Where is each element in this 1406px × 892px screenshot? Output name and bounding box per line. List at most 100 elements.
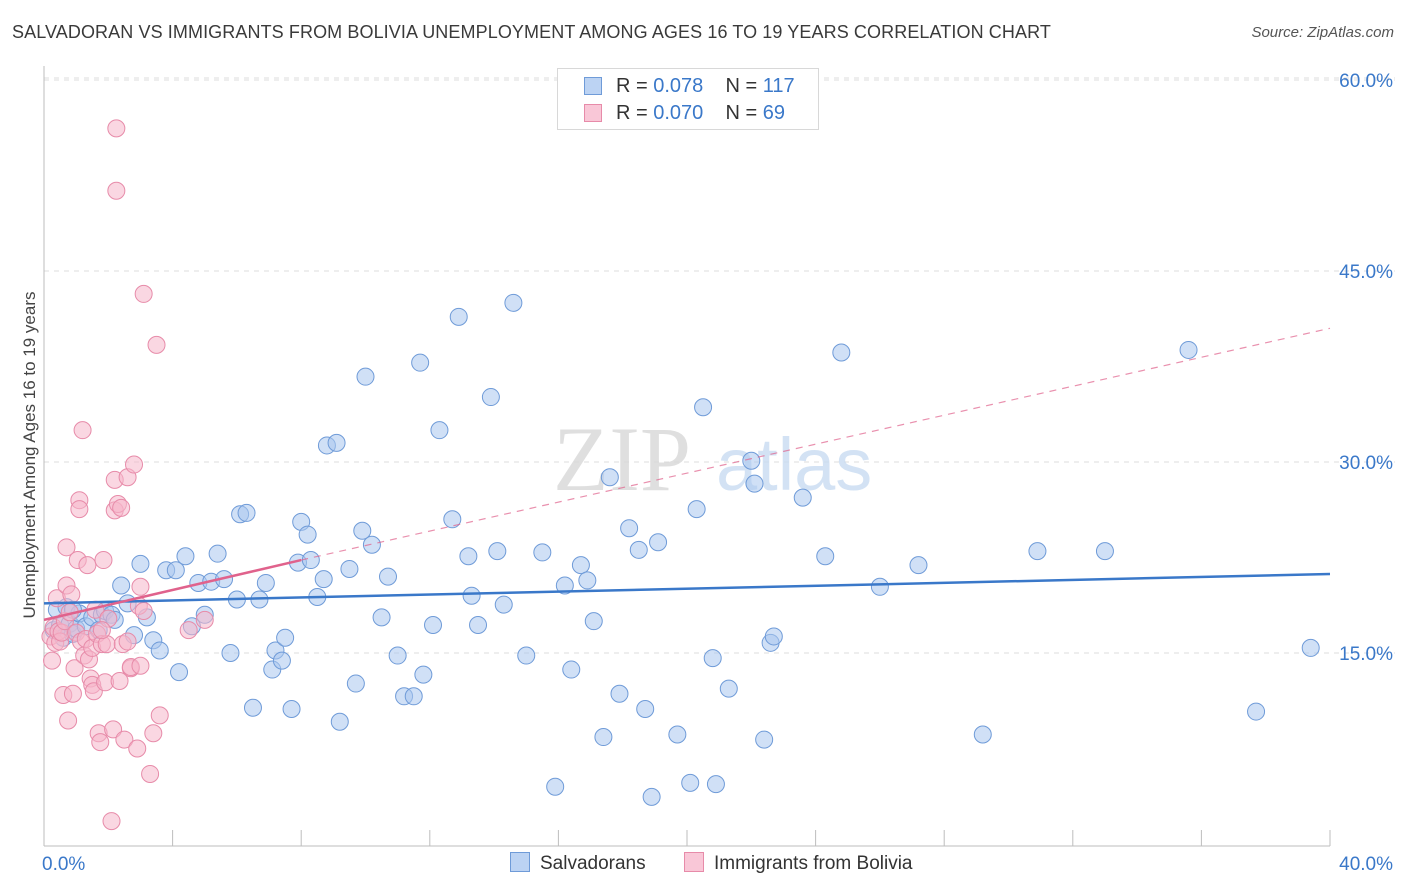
salvadoran-point <box>706 775 725 794</box>
salvadoran-point <box>166 561 185 580</box>
salvadoran-point <box>243 698 262 717</box>
bolivia-point <box>150 706 169 725</box>
bolivia-point <box>94 551 113 570</box>
bolivia-point <box>62 585 81 604</box>
bolivia-point <box>115 730 134 749</box>
bolivia-point <box>131 577 150 596</box>
salvadoran-point <box>1301 638 1320 657</box>
tick-labels: 15.0% 30.0% 45.0% 60.0% 0.0% 40.0% <box>42 71 1393 875</box>
salvadoran-point <box>237 503 256 522</box>
salvadoran-point <box>388 646 407 665</box>
salvadoran-point <box>327 433 346 452</box>
bolivia-point <box>73 421 92 440</box>
salvadoran-point <box>870 577 889 596</box>
watermark-zip: ZIP <box>553 408 691 510</box>
salvadoran-point <box>1095 542 1114 561</box>
legend-swatch-pink <box>584 104 602 122</box>
trend-lines <box>43 327 1331 622</box>
legend-label-salvadorans: Salvadorans <box>540 853 646 874</box>
watermark-atlas: atlas <box>716 423 872 506</box>
salvadoran-point <box>584 612 603 631</box>
series-salvadorans <box>44 293 1320 806</box>
bolivia-point <box>107 181 126 200</box>
salvadoran-point <box>176 547 195 566</box>
salvadoran-point <box>459 547 478 566</box>
trend-line-bolivia-extended <box>301 327 1331 561</box>
salvadoran-point <box>494 595 513 614</box>
salvadoran-point <box>745 474 764 493</box>
legend-row-text: R = 0.078 N = 117 <box>616 75 795 98</box>
salvadoran-point <box>517 646 536 665</box>
salvadoran-point <box>362 535 381 554</box>
axes <box>43 66 1331 847</box>
salvadoran-point <box>562 660 581 679</box>
bolivia-point <box>195 610 214 629</box>
salvadoran-point <box>330 712 349 731</box>
bolivia-point <box>128 739 147 758</box>
salvadoran-point <box>755 730 774 749</box>
bolivia-point <box>91 733 110 752</box>
salvadoran-point <box>443 510 462 529</box>
bolivia-point <box>147 335 166 354</box>
bolivia-point <box>43 651 62 670</box>
salvadoran-point <box>504 293 523 312</box>
salvadoran-point <box>571 556 590 575</box>
salvadoran-point <box>208 544 227 563</box>
legend-row-text: R = 0.070 N = 69 <box>616 102 785 125</box>
bolivia-point <box>112 498 131 517</box>
trend-line-salvadorans <box>43 572 1331 605</box>
salvadoran-point <box>340 559 359 578</box>
salvadoran-point <box>546 777 565 796</box>
gridlines <box>44 77 1395 654</box>
x-tick-label: 40.0% <box>1339 854 1393 875</box>
legend-item-salvadorans: Salvadorans <box>510 852 646 875</box>
salvadoran-point <box>600 468 619 487</box>
salvadoran-point <box>578 571 597 590</box>
salvadoran-point <box>481 388 500 407</box>
salvadoran-point <box>282 700 301 719</box>
salvadoran-point <box>430 421 449 440</box>
legend-r-label: R = <box>616 102 648 124</box>
salvadoran-point <box>793 488 812 507</box>
salvadoran-point <box>150 641 169 660</box>
salvadoran-point <box>642 787 661 806</box>
salvadoran-point <box>555 576 574 595</box>
salvadoran-point <box>112 576 131 595</box>
salvadoran-point <box>742 451 761 470</box>
y-tick-label: 45.0% <box>1339 262 1393 283</box>
bolivia-point <box>107 119 126 138</box>
salvadoran-point <box>469 615 488 634</box>
salvadoran-point <box>594 728 613 747</box>
salvadoran-point <box>832 343 851 362</box>
legend-swatch-blue <box>510 852 530 872</box>
bolivia-point <box>65 659 84 678</box>
salvadoran-point <box>687 500 706 519</box>
legend-r-value: 0.078 <box>653 75 704 97</box>
legend-swatch-pink <box>684 852 704 872</box>
salvadoran-point <box>909 556 928 575</box>
x-tick-label: 0.0% <box>42 854 85 875</box>
salvadoran-point <box>314 570 333 589</box>
salvadoran-point <box>414 665 433 684</box>
bolivia-point <box>59 711 78 730</box>
bolivia-point <box>70 500 89 519</box>
salvadoran-point <box>649 533 668 552</box>
salvadoran-point <box>629 540 648 559</box>
bolivia-point <box>63 684 82 703</box>
salvadoran-point <box>973 725 992 744</box>
salvadoran-point <box>533 543 552 562</box>
salvadoran-point <box>1179 340 1198 359</box>
salvadoran-point <box>449 307 468 326</box>
bolivia-point <box>125 455 144 474</box>
salvadoran-point <box>620 519 639 538</box>
legend-r-value: 0.070 <box>653 102 704 124</box>
chart-title: SALVADORAN VS IMMIGRANTS FROM BOLIVIA UN… <box>12 22 1051 42</box>
bolivia-point <box>78 556 97 575</box>
salvadoran-point <box>411 353 430 372</box>
bolivia-point <box>179 621 198 640</box>
bolivia-point <box>118 632 137 651</box>
bolivia-point <box>131 656 150 675</box>
salvadoran-point <box>719 679 738 698</box>
salvadoran-point <box>462 586 481 605</box>
